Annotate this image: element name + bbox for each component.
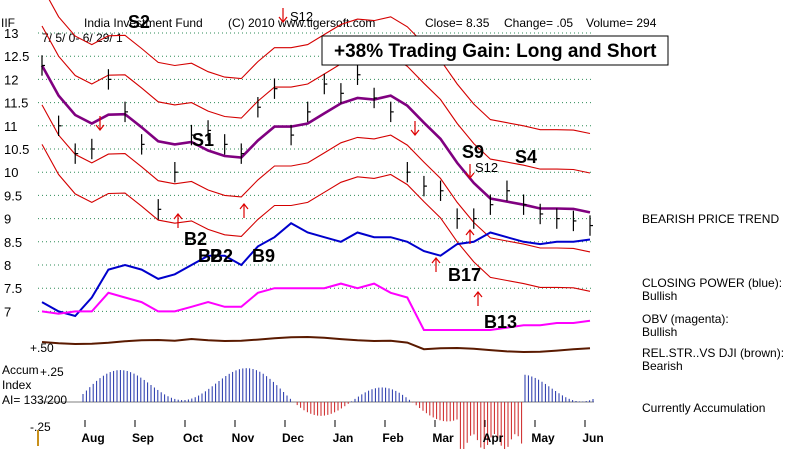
x-tick-label: Dec bbox=[282, 431, 304, 445]
x-tick-label: Oct bbox=[183, 431, 203, 445]
closing-power-note: CLOSING POWER (blue): bbox=[642, 276, 782, 290]
signal-arrow-head bbox=[465, 229, 475, 236]
y-tick-label: 10 bbox=[4, 165, 18, 180]
y-tick-label: 7.5 bbox=[4, 281, 22, 296]
volume-value: Volume= 294 bbox=[586, 16, 657, 30]
obv-line bbox=[41, 282, 591, 331]
y-tick-label: 7 bbox=[4, 304, 11, 319]
y-tick-label: 11.5 bbox=[4, 96, 28, 111]
band-line bbox=[48, 0, 591, 135]
y-tick-label: 12 bbox=[4, 72, 18, 87]
signal-arrow-head bbox=[473, 291, 483, 298]
obv-note: OBV (magenta): bbox=[642, 312, 729, 326]
change-value: Change= .05 bbox=[504, 16, 573, 30]
accum-tick-m25: -.25 bbox=[30, 420, 51, 434]
trend-note: BEARISH PRICE TREND bbox=[642, 212, 779, 226]
y-tick-label: 11 bbox=[4, 119, 18, 134]
bollinger-bands bbox=[41, 0, 591, 292]
signal-arrow-head bbox=[239, 203, 249, 210]
x-tick-label: Aug bbox=[81, 431, 104, 445]
obv-status: Bullish bbox=[642, 325, 677, 339]
y-tick-label: 8.5 bbox=[4, 235, 22, 250]
signal-arrow-head bbox=[431, 257, 441, 264]
x-tick-label: Mar bbox=[432, 431, 454, 445]
signal-label: B13 bbox=[484, 312, 517, 332]
accum-title: Accum bbox=[2, 363, 39, 377]
accumulation-histogram bbox=[38, 368, 594, 449]
accum-tick-p50: +.50 bbox=[30, 341, 54, 355]
band-line bbox=[41, 104, 591, 253]
y-tick-label: 10.5 bbox=[4, 142, 29, 157]
signal-label: B2 bbox=[198, 246, 221, 266]
signal-arrow-head bbox=[278, 16, 288, 23]
accum-note: Currently Accumulation bbox=[642, 401, 765, 415]
x-axis-ticks: Aug Sep Oct Nov Dec Jan Feb Mar Apr May Jun bbox=[81, 420, 604, 445]
x-tick-label: May bbox=[531, 431, 555, 445]
gain-banner: +38% Trading Gain: Long and Short bbox=[334, 41, 657, 62]
signal-label: S4 bbox=[515, 147, 537, 167]
date-range: 7/ 5/ 0- 6/ 29/ 1 bbox=[42, 31, 123, 45]
rel-str-status: Bearish bbox=[642, 359, 683, 373]
close-value: Close= 8.35 bbox=[425, 16, 490, 30]
indicator-lines bbox=[41, 221, 591, 331]
rel-str-note: REL.STR..VS DJI (brown): bbox=[642, 346, 784, 360]
signal-label: B2 bbox=[184, 229, 207, 249]
signal-label: S2 bbox=[128, 12, 150, 32]
signal-arrow-head bbox=[173, 213, 183, 220]
signal-label: S9 bbox=[462, 142, 484, 162]
y-tick-label: 12.5 bbox=[4, 49, 29, 64]
x-tick-label: Feb bbox=[382, 431, 403, 445]
closing-power-status: Bullish bbox=[642, 289, 677, 303]
band-line bbox=[41, 25, 591, 174]
moving-average bbox=[40, 64, 591, 214]
x-tick-label: Jan bbox=[333, 431, 354, 445]
y-tick-label: 9.5 bbox=[4, 188, 22, 203]
y-tick-label: 9 bbox=[4, 212, 11, 227]
price-bars bbox=[41, 55, 593, 236]
ai-value: AI= 133/200 bbox=[2, 393, 67, 407]
signal-arrow-head bbox=[410, 129, 420, 136]
closing-power-line bbox=[41, 221, 591, 318]
signal-arrow-head bbox=[95, 124, 105, 131]
signal-arrow-head bbox=[465, 172, 475, 179]
gain-banner-box bbox=[321, 35, 669, 66]
y-tick-label: 13 bbox=[4, 26, 18, 41]
grid-lines bbox=[38, 32, 594, 312]
signal-label: S12 bbox=[290, 9, 313, 24]
x-tick-label: Jun bbox=[582, 431, 603, 445]
signal-label: B17 bbox=[448, 265, 481, 285]
band-line bbox=[41, 144, 591, 292]
y-axis-ticks: 13 12.5 12 11.5 11 10.5 10 9.5 9 8.5 8 7.5 7 bbox=[4, 26, 29, 319]
x-tick-label: Nov bbox=[232, 431, 255, 445]
signal-label: B2 bbox=[210, 246, 233, 266]
fund-name: India Investment Fund bbox=[84, 16, 203, 30]
moving-average-line bbox=[40, 64, 591, 214]
y-tick-label: 8 bbox=[4, 258, 11, 273]
signal-label: B9 bbox=[252, 246, 275, 266]
x-tick-label: Apr bbox=[483, 431, 504, 445]
signal-arrows bbox=[95, 8, 483, 306]
relative-strength bbox=[41, 335, 591, 354]
signal-label: S12 bbox=[475, 160, 498, 175]
rel-strength-line bbox=[41, 335, 591, 354]
x-tick-label: Sep bbox=[132, 431, 154, 445]
accum-subtitle: Index bbox=[2, 378, 31, 392]
accum-tick-p25: +.25 bbox=[40, 365, 64, 379]
signal-label: S1 bbox=[192, 130, 214, 150]
ticker-label: IIF bbox=[1, 16, 15, 30]
